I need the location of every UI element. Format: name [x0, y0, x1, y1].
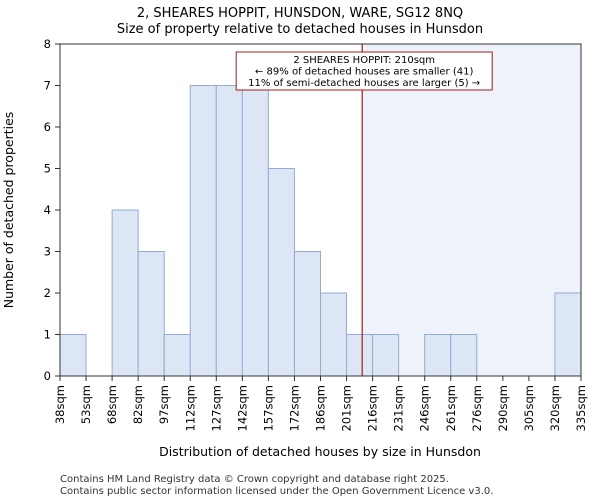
x-tick-label: 127sqm — [209, 385, 223, 431]
annotation-line: 2 SHEARES HOPPIT: 210sqm — [293, 55, 435, 66]
y-tick-label: 8 — [44, 37, 51, 51]
footer-copyright: Contains HM Land Registry data © Crown c… — [60, 474, 449, 485]
histogram-bar — [215, 85, 243, 377]
histogram-bar — [450, 334, 478, 377]
annotation-box — [235, 51, 493, 91]
x-tick-label: 201sqm — [340, 385, 354, 431]
histogram-bar — [241, 85, 269, 377]
y-tick-label: 2 — [44, 286, 51, 300]
x-tick-label: 112sqm — [183, 385, 197, 431]
histogram-bar — [293, 251, 322, 377]
larger-region-shade — [362, 44, 581, 376]
histogram-bar — [189, 85, 217, 377]
histogram-bar — [163, 334, 191, 377]
x-tick-label: 97sqm — [157, 385, 171, 424]
x-tick-label: 320sqm — [548, 385, 562, 431]
histogram-bar — [424, 334, 452, 377]
x-tick-label: 305sqm — [522, 385, 536, 431]
chart-subtitle: Size of property relative to detached ho… — [117, 22, 483, 37]
x-tick-label: 335sqm — [574, 385, 588, 431]
x-tick-label: 53sqm — [79, 385, 93, 424]
y-tick-label: 4 — [44, 203, 51, 217]
histogram-bar — [346, 334, 374, 377]
histogram-bar — [111, 209, 139, 377]
histogram-bar — [137, 251, 165, 377]
histogram-bar — [372, 334, 400, 377]
y-tick-label: 3 — [44, 245, 51, 259]
chart-title: 2, SHEARES HOPPIT, HUNSDON, WARE, SG12 8… — [137, 6, 463, 21]
x-tick-label: 68sqm — [105, 385, 119, 424]
x-tick-label: 216sqm — [366, 385, 380, 431]
x-tick-label: 172sqm — [287, 385, 301, 431]
histogram-bar — [59, 334, 87, 377]
annotation-line: ← 89% of detached houses are smaller (41… — [255, 67, 473, 78]
histogram-bar — [554, 292, 582, 377]
x-tick-label: 38sqm — [53, 385, 67, 424]
x-axis-label: Distribution of detached houses by size … — [159, 444, 481, 459]
x-tick-label: 276sqm — [470, 385, 484, 431]
y-tick-label: 6 — [44, 120, 51, 134]
y-tick-label: 7 — [44, 79, 51, 93]
x-tick-label: 290sqm — [496, 385, 510, 431]
annotation-line: 11% of semi-detached houses are larger (… — [248, 78, 480, 89]
y-tick-label: 5 — [44, 162, 51, 176]
x-tick-label: 82sqm — [131, 385, 145, 424]
x-tick-label: 231sqm — [392, 385, 406, 431]
x-tick-label: 246sqm — [418, 385, 432, 431]
y-axis-label: Number of detached properties — [1, 112, 16, 309]
y-tick-label: 0 — [44, 369, 51, 383]
histogram-bar — [320, 292, 348, 377]
x-tick-label: 157sqm — [261, 385, 275, 431]
x-tick-label: 186sqm — [314, 385, 328, 431]
histogram-bar — [267, 168, 295, 377]
x-tick-label: 142sqm — [235, 385, 249, 431]
x-tick-label: 261sqm — [444, 385, 458, 431]
footer-licence: Contains public sector information licen… — [60, 486, 493, 497]
y-tick-label: 1 — [44, 328, 51, 342]
